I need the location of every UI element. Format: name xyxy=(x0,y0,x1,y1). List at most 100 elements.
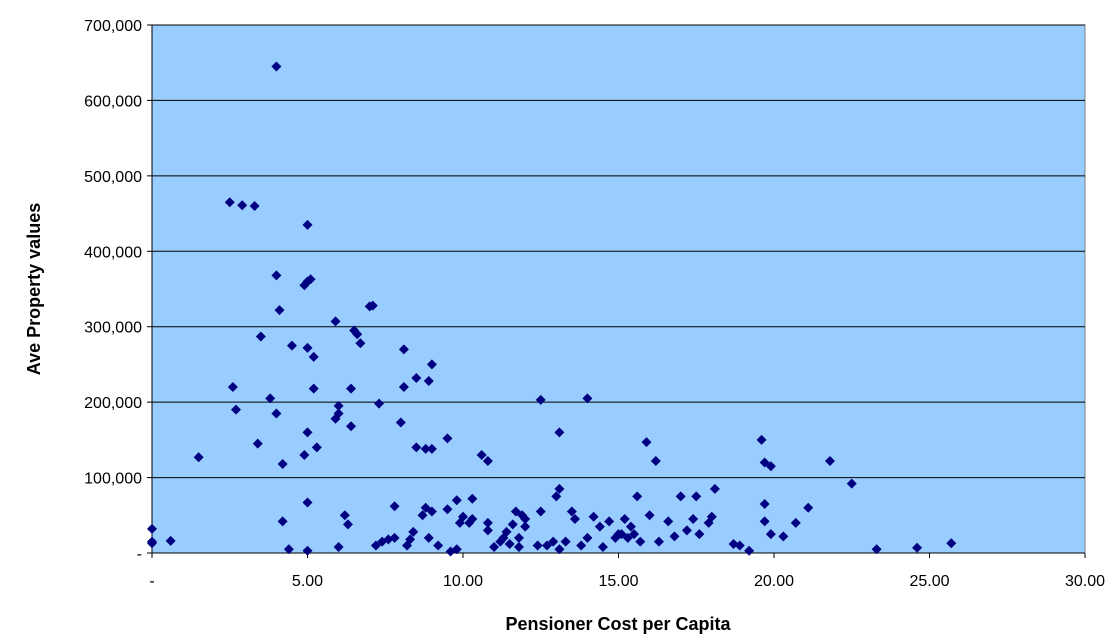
scatter-point xyxy=(224,197,235,208)
scatter-point xyxy=(346,383,357,394)
scatter-point xyxy=(694,529,705,540)
scatter-point xyxy=(846,478,857,489)
y-tick-label: - xyxy=(137,546,142,563)
scatter-point xyxy=(504,538,515,549)
scatter-point xyxy=(625,521,636,532)
scatter-point xyxy=(467,514,478,525)
scatter-point xyxy=(277,458,288,469)
scatter-point xyxy=(333,400,344,411)
scatter-point xyxy=(489,541,500,552)
scatter-point xyxy=(604,516,615,527)
scatter-point xyxy=(302,497,313,508)
scatter-point xyxy=(744,545,755,556)
scatter-point xyxy=(249,201,260,212)
scatter-point xyxy=(411,373,422,384)
scatter-point xyxy=(423,376,434,387)
scatter-point xyxy=(302,545,313,556)
scatter-point xyxy=(342,519,353,530)
scatter-point xyxy=(548,536,559,547)
x-tick-label: 10.00 xyxy=(443,573,483,590)
y-tick-label: 100,000 xyxy=(84,471,142,488)
x-tick-label: 15.00 xyxy=(598,573,638,590)
scatter-point xyxy=(420,443,431,454)
scatter-point xyxy=(520,514,531,525)
scatter-point xyxy=(765,529,776,540)
scatter-point xyxy=(411,442,422,453)
scatter-point xyxy=(305,274,316,285)
scatter-point xyxy=(554,544,565,555)
scatter-point xyxy=(433,540,444,551)
scatter-point xyxy=(442,433,453,444)
scatter-point xyxy=(442,504,453,515)
y-tick-label: 600,000 xyxy=(84,93,142,110)
scatter-point xyxy=(408,526,419,537)
scatter-point xyxy=(255,331,266,342)
scatter-point xyxy=(426,359,437,370)
scatter-point xyxy=(333,408,344,419)
scatter-point xyxy=(476,449,487,460)
scatter-point xyxy=(734,540,745,551)
scatter-point xyxy=(355,338,366,349)
x-tick-label: - xyxy=(149,573,154,590)
x-tick-labels: - 5.00 10.00 15.00 20.00 25.00 30.00 xyxy=(149,553,1105,590)
scatter-point xyxy=(759,498,770,509)
x-axis-title: Pensioner Cost per Capita xyxy=(505,614,731,634)
scatter-point xyxy=(283,544,294,555)
scatter-point xyxy=(398,344,409,355)
scatter-point xyxy=(582,532,593,543)
scatter-point xyxy=(193,452,204,463)
x-tick-label: 5.00 xyxy=(292,573,323,590)
scatter-point xyxy=(824,455,835,466)
scatter-point xyxy=(395,417,406,428)
x-tick-label: 30.00 xyxy=(1065,573,1105,590)
scatter-point xyxy=(299,449,310,460)
scatter-point xyxy=(513,541,524,552)
scatter-point xyxy=(451,544,462,555)
scatter-point xyxy=(501,526,512,537)
scatter-point xyxy=(482,455,493,466)
scatter-point xyxy=(644,510,655,521)
y-tick-labels: - 100,000 200,000 300,000 400,000 500,000 600,… xyxy=(84,18,152,563)
scatter-point xyxy=(520,521,531,532)
scatter-point xyxy=(709,483,720,494)
scatter-point xyxy=(426,443,437,454)
scatter-point xyxy=(594,521,605,532)
scatter-point xyxy=(252,438,263,449)
scatter-point xyxy=(302,427,313,438)
scatter-point xyxy=(778,531,789,542)
scatter-point xyxy=(790,517,801,528)
scatter-point xyxy=(389,501,400,512)
scatter-point xyxy=(653,536,664,547)
scatter-point xyxy=(669,531,680,542)
x-tick-label: 20.00 xyxy=(754,573,794,590)
plot-area xyxy=(151,24,1086,554)
scatter-point xyxy=(423,532,434,543)
y-axis-title: Ave Property values xyxy=(24,203,44,375)
scatter-point xyxy=(566,506,577,517)
y-tick-label: 500,000 xyxy=(84,169,142,186)
scatter-point xyxy=(271,270,282,281)
scatter-point xyxy=(330,316,341,327)
scatter-point xyxy=(227,382,238,393)
scatter-point xyxy=(302,219,313,230)
scatter-point xyxy=(482,525,493,536)
scatter-point xyxy=(871,544,882,555)
scatter-point xyxy=(308,351,319,362)
scatter-point xyxy=(467,493,478,504)
scatter-point xyxy=(560,536,571,547)
scatter-point xyxy=(650,455,661,466)
scatter-point xyxy=(277,516,288,527)
gridlines xyxy=(152,24,1085,479)
y-tick-label: 700,000 xyxy=(84,18,142,35)
scatter-point xyxy=(688,514,699,525)
data-points xyxy=(147,61,957,557)
scatter-point xyxy=(532,540,543,551)
scatter-point xyxy=(398,382,409,393)
scatter-point xyxy=(237,200,248,211)
scatter-point xyxy=(569,514,580,525)
scatter-point xyxy=(230,404,241,415)
x-tick-label: 25.00 xyxy=(909,573,949,590)
scatter-point xyxy=(681,525,692,536)
y-tick-label: 200,000 xyxy=(84,395,142,412)
scatter-point xyxy=(706,511,717,522)
